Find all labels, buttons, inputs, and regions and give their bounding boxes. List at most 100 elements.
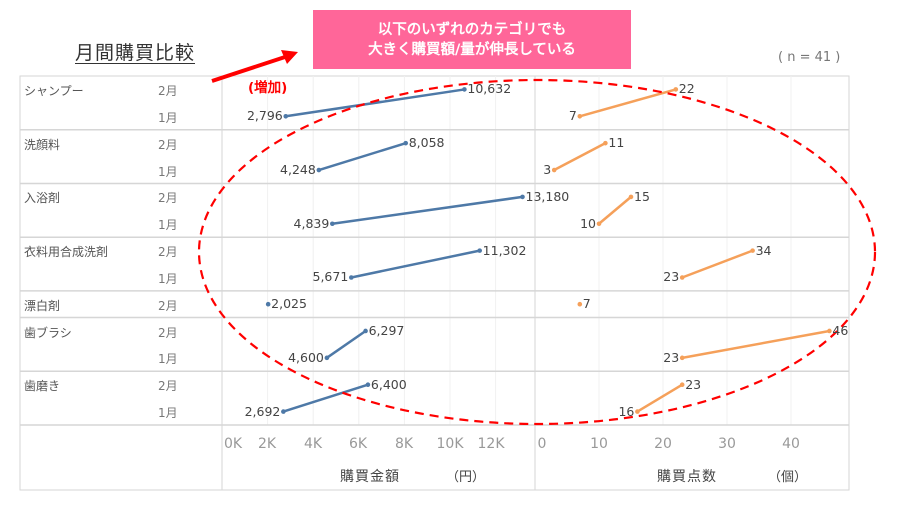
- count-line: [681, 329, 830, 360]
- count-label-jan: 23: [663, 269, 680, 285]
- amount-axis-unit: （円）: [446, 470, 486, 485]
- callout-line-2: 大きく購買額/量が伸長している: [368, 41, 576, 58]
- category-label: 歯磨き: [24, 379, 61, 394]
- count-label-feb: 23: [685, 376, 702, 392]
- count-line: [636, 383, 683, 413]
- amount-tick-label: 0K: [223, 436, 243, 452]
- month-label: 2月: [158, 84, 178, 98]
- count-tick-label: 40: [782, 436, 800, 452]
- count-point-feb: [577, 301, 583, 307]
- amount-line: [351, 249, 480, 279]
- month-label: 1月: [158, 272, 178, 287]
- count-axis-title: 購買点数: [657, 469, 717, 485]
- amount-line: [332, 195, 523, 225]
- count-label-jan: 3: [543, 162, 552, 178]
- table-frame: [19, 75, 850, 491]
- count-line: [553, 142, 606, 172]
- amount-point-jan: [348, 275, 354, 280]
- amount-point-feb: [477, 248, 482, 253]
- amount-point-feb: [403, 140, 409, 146]
- count-point-feb: [673, 87, 679, 92]
- month-label: 2月: [158, 191, 178, 206]
- amount-point-jan: [283, 113, 289, 119]
- amount-tick-label: 4K: [303, 436, 323, 452]
- amount-point-feb: [520, 194, 525, 200]
- highlight-ellipse: [197, 78, 877, 426]
- amount-line: [282, 383, 369, 413]
- amount-axis-title: 購買金額: [340, 469, 400, 485]
- category-label: 入浴剤: [24, 191, 61, 206]
- amount-point-jan: [316, 167, 322, 173]
- month-label: 2月: [158, 137, 178, 152]
- category-label: 漂白剤: [24, 298, 61, 313]
- amount-label-feb: 13,180: [525, 188, 570, 204]
- category-label: 洗顔料: [24, 137, 61, 152]
- arrow-shaft: [211, 55, 286, 83]
- count-line: [681, 249, 754, 279]
- count-point-feb: [603, 140, 608, 146]
- count-tick-label: 10: [590, 436, 608, 452]
- count-label-feb: 11: [608, 135, 625, 151]
- month-label: 2月: [158, 325, 178, 340]
- count-line: [598, 195, 632, 225]
- amount-label-feb: 2,025: [271, 296, 307, 312]
- amount-line: [326, 329, 367, 359]
- month-label: 1月: [158, 218, 178, 233]
- count-point-jan: [577, 113, 583, 119]
- count-label-feb: 15: [634, 188, 650, 204]
- count-point-feb: [679, 382, 685, 388]
- amount-point-feb: [365, 382, 371, 388]
- count-label-jan: 7: [568, 108, 577, 124]
- count-label-feb: 7: [582, 296, 591, 312]
- amount-label-jan: 2,692: [244, 403, 281, 419]
- month-label: 1月: [158, 110, 178, 125]
- callout-line-1: 以下のいずれのカテゴリでも: [377, 21, 567, 38]
- amount-tick-label: 8K: [394, 436, 414, 452]
- amount-label-jan: 2,796: [246, 108, 283, 124]
- month-label: 1月: [158, 164, 178, 179]
- amount-tick-label: 6K: [348, 436, 368, 452]
- amount-point-jan: [324, 355, 330, 361]
- count-label-feb: 22: [678, 81, 695, 97]
- count-label-jan: 16: [618, 403, 635, 419]
- amount-label-feb: 6,297: [368, 322, 405, 338]
- callout-box: 以下のいずれのカテゴリでも 大きく購買額/量が伸長している: [313, 10, 631, 69]
- amount-line: [318, 141, 407, 172]
- amount-point-feb: [462, 87, 467, 92]
- category-label: シャンプー: [24, 84, 84, 98]
- amount-label-jan: 4,600: [288, 349, 324, 365]
- month-label: 1月: [158, 406, 178, 421]
- amount-label-feb: 10,632: [467, 81, 512, 97]
- count-point-jan: [679, 275, 685, 280]
- amount-point-feb: [363, 328, 368, 334]
- count-label-feb: 34: [755, 242, 772, 258]
- month-label: 2月: [158, 298, 178, 313]
- count-point-feb: [750, 248, 755, 253]
- amount-point-jan: [281, 409, 286, 414]
- count-label-jan: 23: [663, 349, 680, 365]
- amount-point-feb: [265, 301, 271, 307]
- count-label-jan: 10: [580, 215, 596, 231]
- sample-size-label: ( n = 41 ): [778, 50, 841, 65]
- count-point-jan: [679, 355, 685, 361]
- count-tick-label: 20: [654, 436, 672, 452]
- category-label: 衣料用合成洗剤: [24, 245, 109, 260]
- month-label: 2月: [158, 379, 178, 394]
- amount-label-jan: 4,248: [280, 162, 316, 178]
- category-label: 歯ブラシ: [24, 325, 72, 340]
- amount-label-feb: 8,058: [408, 135, 445, 151]
- count-point-jan: [551, 167, 557, 173]
- arrow-head-icon: [281, 50, 298, 64]
- month-label: 2月: [158, 245, 178, 260]
- count-tick-label: 30: [718, 436, 736, 452]
- amount-label-feb: 6,400: [370, 376, 407, 392]
- month-label: 1月: [158, 352, 178, 367]
- amount-tick-label: 10K: [436, 436, 464, 452]
- amount-label-jan: 5,671: [312, 269, 349, 285]
- increase-annotation: (増加): [248, 80, 288, 96]
- count-point-jan: [596, 221, 602, 227]
- count-label-feb: 46: [832, 322, 849, 338]
- count-axis-unit: （個）: [768, 470, 808, 485]
- count-point-feb: [628, 194, 634, 200]
